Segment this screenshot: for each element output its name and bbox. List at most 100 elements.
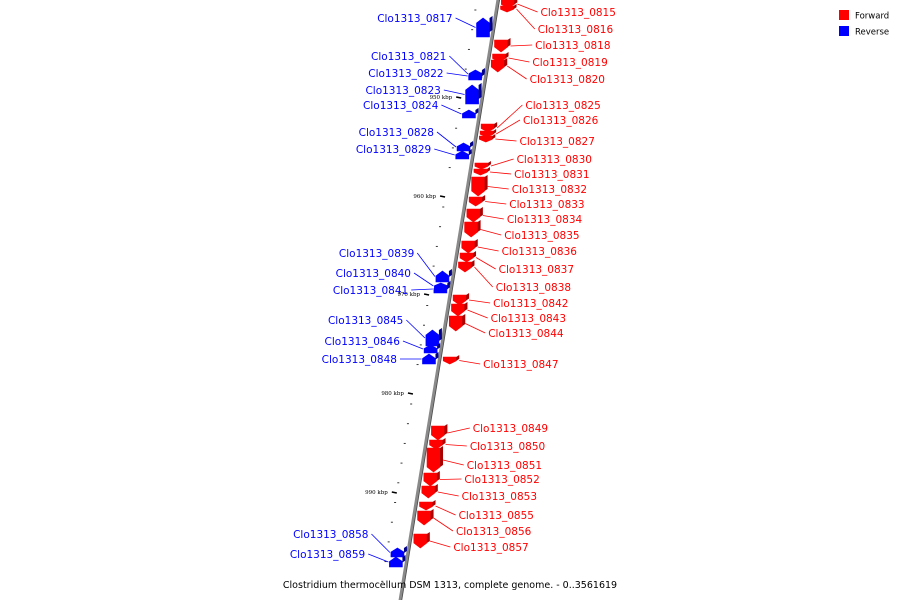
gene-arrow-forward[interactable] — [480, 122, 498, 133]
gene-label-reverse[interactable]: Clo1313_0829 — [356, 144, 431, 156]
gene-arrow-reverse[interactable] — [435, 269, 452, 283]
gene-leader-line — [406, 319, 426, 339]
gene-leader-line — [445, 444, 467, 447]
gene-leader-line — [477, 246, 499, 252]
gene-label-forward[interactable]: Clo1313_0842 — [493, 298, 568, 310]
gene-leader-line — [467, 309, 488, 319]
gene-arrow-forward[interactable] — [494, 38, 511, 53]
gene-leader-line — [437, 491, 459, 497]
gene-leader-line — [475, 257, 496, 270]
gene-arrow-reverse[interactable] — [465, 83, 482, 105]
gene-arrow-forward[interactable] — [471, 175, 488, 197]
gene-arrow-reverse[interactable] — [433, 283, 450, 294]
gene-label-reverse[interactable]: Clo1313_0823 — [365, 85, 440, 97]
gene-label-reverse[interactable]: Clo1313_0824 — [363, 100, 439, 112]
gene-label-reverse[interactable]: Clo1313_0845 — [328, 315, 403, 327]
gene-label-forward[interactable]: Clo1313_0843 — [491, 313, 566, 325]
gene-label-forward[interactable]: Clo1313_0819 — [532, 57, 607, 69]
gene-leader-line — [446, 72, 468, 77]
gene-label-forward[interactable]: Clo1313_0833 — [509, 199, 584, 211]
gene-label-reverse[interactable]: Clo1313_0858 — [293, 529, 368, 541]
gene-arrow-forward[interactable] — [421, 484, 438, 499]
gene-arrow-forward[interactable] — [479, 129, 497, 138]
gene-label-forward[interactable]: Clo1313_0827 — [520, 136, 595, 148]
gene-label-reverse[interactable]: Clo1313_0846 — [325, 336, 401, 348]
gene-label-reverse[interactable]: Clo1313_0859 — [290, 549, 365, 561]
gene-label-forward[interactable]: Clo1313_0835 — [504, 230, 579, 242]
major-tick — [407, 392, 414, 395]
gene-arrow-forward[interactable] — [452, 293, 470, 306]
gene-label-forward[interactable]: Clo1313_0825 — [525, 100, 600, 112]
gene-label-forward[interactable]: Clo1313_0837 — [499, 264, 574, 276]
gene-label-forward[interactable]: Clo1313_0855 — [459, 510, 534, 522]
gene-leader-line — [480, 229, 502, 236]
gene-label-reverse[interactable]: Clo1313_0839 — [339, 248, 414, 260]
gene-label-forward[interactable]: Clo1313_0815 — [541, 7, 616, 19]
gene-label-forward[interactable]: Clo1313_0844 — [488, 328, 564, 340]
gene-arrow-forward[interactable] — [426, 446, 444, 473]
gene-label-forward[interactable]: Clo1313_0853 — [462, 491, 537, 503]
gene-label-forward[interactable]: Clo1313_0838 — [496, 282, 571, 294]
gene-label-forward[interactable]: Clo1313_0849 — [473, 423, 548, 435]
gene-label-forward[interactable]: Clo1313_0852 — [464, 474, 539, 486]
gene-label-forward[interactable]: Clo1313_0816 — [538, 24, 614, 36]
gene-label-forward[interactable]: Clo1313_0847 — [483, 359, 558, 371]
gene-label-reverse[interactable]: Clo1313_0828 — [359, 127, 434, 139]
tick-label: 990 kbp — [365, 490, 388, 496]
gene-label-forward[interactable]: Clo1313_0834 — [507, 214, 583, 226]
gene-arrow-reverse[interactable] — [389, 555, 406, 568]
gene-label-reverse[interactable]: Clo1313_0840 — [336, 268, 411, 280]
gene-arrow-reverse[interactable] — [422, 352, 439, 365]
gene-arrow-forward[interactable] — [459, 251, 477, 263]
gene-label-forward[interactable]: Clo1313_0831 — [514, 169, 589, 181]
gene-label-reverse[interactable]: Clo1313_0822 — [368, 68, 443, 80]
gene-arrow-forward[interactable] — [464, 220, 481, 238]
gene-arrow-reverse[interactable] — [425, 328, 442, 347]
gene-label-reverse[interactable]: Clo1313_0821 — [371, 51, 446, 63]
gene-arrow-forward[interactable] — [423, 471, 440, 487]
gene-arrow-reverse[interactable] — [456, 141, 474, 152]
gene-label-forward[interactable]: Clo1313_0820 — [530, 74, 605, 86]
gene-arrow-forward[interactable] — [500, 4, 517, 13]
legend-label-reverse: Reverse — [855, 28, 889, 38]
gene-label-forward[interactable]: Clo1313_0857 — [453, 542, 528, 554]
gene-arrow-forward[interactable] — [466, 207, 483, 223]
gene-label-forward[interactable]: Clo1313_0851 — [467, 460, 542, 472]
map-caption: Clostridium thermocellum DSM 1313, compl… — [283, 580, 617, 591]
gene-label-forward[interactable]: Clo1313_0826 — [523, 115, 599, 127]
gene-arrow-forward[interactable] — [442, 355, 460, 365]
gene-label-forward[interactable]: Clo1313_0818 — [535, 40, 610, 52]
gene-arrow-forward[interactable] — [448, 314, 466, 332]
gene-arrow-forward[interactable] — [458, 260, 475, 273]
gene-arrow-reverse[interactable] — [455, 149, 472, 160]
gene-label-forward[interactable]: Clo1313_0832 — [512, 184, 587, 196]
gene-arrow-reverse[interactable] — [390, 546, 407, 558]
gene-arrow-forward[interactable] — [431, 424, 448, 441]
gene-arrow-reverse[interactable] — [468, 70, 485, 81]
gene-label-reverse[interactable]: Clo1313_0817 — [377, 13, 452, 25]
gene-label-reverse[interactable]: Clo1313_0848 — [322, 354, 397, 366]
gene-arrow-forward[interactable] — [490, 58, 508, 73]
gene-arrow-forward[interactable] — [461, 239, 478, 254]
gene-arrow-forward[interactable] — [479, 134, 496, 143]
gene-leader-line — [442, 459, 464, 466]
gene-arrow-forward[interactable] — [451, 302, 468, 317]
gene-arrow-forward[interactable] — [474, 161, 491, 170]
gene-arrow-forward[interactable] — [473, 167, 490, 176]
gene-arrow-forward[interactable] — [429, 438, 446, 450]
gene-label-forward[interactable]: Clo1313_0856 — [456, 526, 532, 538]
gene-arrow-forward[interactable] — [413, 532, 430, 549]
gene-leader-line — [455, 17, 476, 28]
gene-arrow-forward[interactable] — [468, 195, 486, 207]
gene-label-forward[interactable]: Clo1313_0836 — [502, 246, 578, 258]
gene-arrow-reverse[interactable] — [423, 343, 441, 354]
gene-leader-line — [433, 517, 454, 532]
gene-arrow-reverse[interactable] — [476, 16, 493, 38]
gene-label-reverse[interactable]: Clo1313_0841 — [333, 285, 408, 297]
gene-label-forward[interactable]: Clo1313_0830 — [517, 154, 592, 166]
gene-arrow-forward[interactable] — [419, 500, 436, 511]
gene-arrow-forward[interactable] — [417, 509, 434, 526]
gene-arrow-reverse[interactable] — [462, 108, 479, 119]
gene-label-forward[interactable]: Clo1313_0850 — [470, 441, 545, 453]
